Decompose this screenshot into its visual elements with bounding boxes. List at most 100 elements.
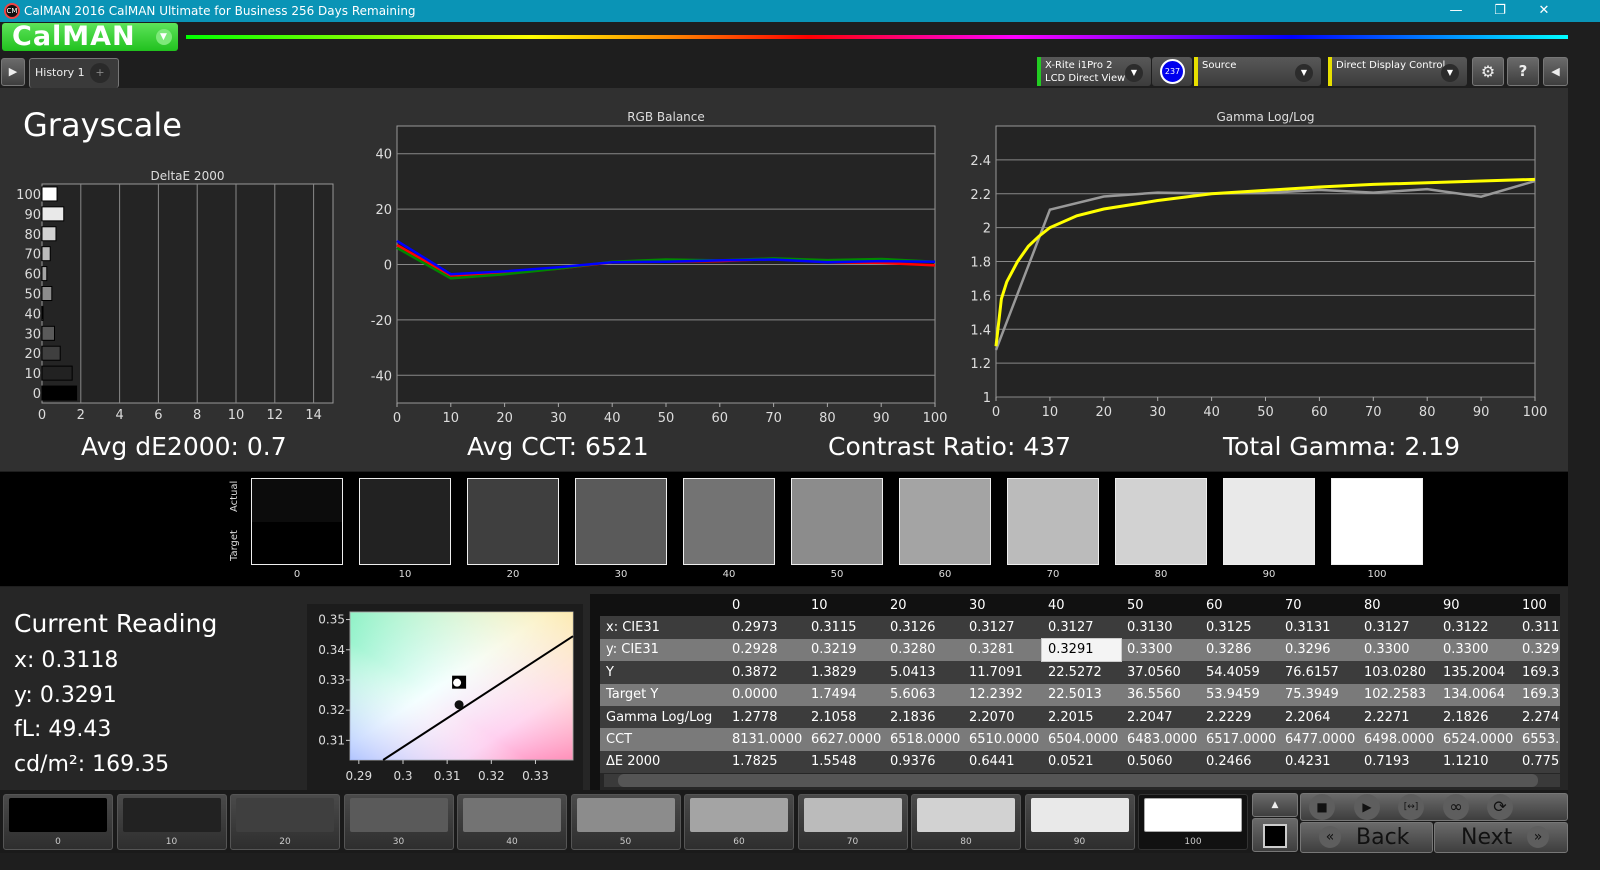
table-cell[interactable]: 0.3118 [1516, 616, 1560, 639]
next-button[interactable]: Next » [1434, 822, 1568, 853]
help-icon[interactable]: ? [1507, 57, 1539, 86]
patch-button-50[interactable]: 50 [570, 794, 681, 850]
play-icon[interactable]: ▶ [1, 58, 25, 86]
table-cell[interactable]: 0.3122 [1437, 616, 1516, 639]
table-cell[interactable]: 2.2015 [1042, 705, 1121, 729]
table-cell[interactable]: 0.3127 [1042, 616, 1121, 639]
row-label[interactable]: CCT [600, 728, 726, 751]
source-dropdown[interactable]: Source ▼ [1194, 57, 1321, 86]
patch-button-80[interactable]: 80 [911, 794, 1021, 850]
table-cell[interactable]: 0.3280 [884, 638, 963, 662]
table-cell[interactable]: 2.2749 [1516, 705, 1560, 729]
patch-button-20[interactable]: 20 [230, 794, 340, 850]
table-cell[interactable]: 6510.0000 [963, 728, 1042, 751]
table-cell[interactable]: 0.0000 [726, 683, 805, 706]
table-cell[interactable]: 0.5060 [1121, 750, 1200, 774]
table-cell[interactable]: 0.2466 [1200, 750, 1279, 774]
table-cell[interactable]: 0.3130 [1121, 616, 1200, 639]
table-cell[interactable]: 0.3126 [884, 616, 963, 639]
table-row[interactable]: ΔE 2000 1.7825 1.5548 0.9376 0.6441 0.0521 0.5… [600, 750, 1560, 774]
minimize-button[interactable]: — [1449, 3, 1463, 18]
maximize-button[interactable]: ❐ [1494, 3, 1506, 18]
table-cell[interactable]: 0.3131 [1279, 616, 1358, 639]
table-cell[interactable]: 5.6063 [884, 683, 963, 706]
row-label[interactable]: y: CIE31 [600, 638, 726, 662]
table-cell[interactable]: 0.4231 [1279, 750, 1358, 774]
table-cell[interactable]: 36.5560 [1121, 683, 1200, 706]
table-cell[interactable]: 22.5013 [1042, 683, 1121, 706]
table-cell[interactable]: 54.4059 [1200, 661, 1279, 684]
table-cell[interactable]: 0.6441 [963, 750, 1042, 774]
table-cell[interactable]: 0.3300 [1358, 638, 1437, 662]
refresh-icon[interactable]: ⟳ [1487, 794, 1513, 820]
calman-menu-button[interactable]: CalMAN ▼ [2, 23, 178, 51]
table-cell[interactable]: 0.9376 [884, 750, 963, 774]
table-cell[interactable]: 102.2583 [1358, 683, 1437, 706]
table-cell[interactable]: 0.2973 [726, 616, 805, 639]
table-cell[interactable]: 6483.0000 [1121, 728, 1200, 751]
table-cell[interactable]: 134.0064 [1437, 683, 1516, 706]
table-cell[interactable]: 2.2064 [1279, 705, 1358, 729]
display-dropdown[interactable]: Direct Display Control ▼ [1328, 57, 1467, 86]
horizontal-scrollbar[interactable] [604, 774, 1560, 787]
table-cell[interactable]: 1.5548 [805, 750, 884, 774]
back-button[interactable]: « Back [1300, 822, 1433, 853]
meter-badge-box[interactable]: 237 [1152, 57, 1192, 86]
table-cell[interactable]: 0.3300 [1437, 638, 1516, 662]
table-cell[interactable]: 0.3291 [1041, 637, 1122, 663]
collapse-icon[interactable]: ◀ [1543, 57, 1568, 86]
table-cell[interactable]: 75.3949 [1279, 683, 1358, 706]
table-cell[interactable]: 12.2392 [963, 683, 1042, 706]
table-cell[interactable]: 2.1836 [884, 705, 963, 729]
meter-dropdown[interactable]: X-Rite i1Pro 2 LCD Direct View ▼ [1037, 57, 1151, 86]
table-row[interactable]: y: CIE31 0.2928 0.3219 0.3280 0.3281 0.3291 0.… [600, 637, 1560, 663]
close-button[interactable]: ✕ [1538, 3, 1550, 18]
table-cell[interactable]: 76.6157 [1279, 661, 1358, 684]
table-cell[interactable]: 6524.0000 [1437, 728, 1516, 751]
table-row[interactable]: Target Y 0.0000 1.7494 5.6063 12.2392 22.5013… [600, 683, 1560, 706]
row-label[interactable]: ΔE 2000 [600, 750, 726, 774]
patch-button-30[interactable]: 30 [343, 794, 454, 850]
patch-button-0[interactable]: 0 [3, 794, 113, 850]
range-icon[interactable]: [↔] [1398, 794, 1424, 820]
table-cell[interactable]: 0.3115 [805, 616, 884, 639]
table-cell[interactable]: 1.3829 [805, 661, 884, 684]
table-cell[interactable]: 1.7494 [805, 683, 884, 706]
table-cell[interactable]: 6498.0000 [1358, 728, 1437, 751]
table-cell[interactable]: 0.3291 [1516, 638, 1560, 662]
table-row[interactable]: Y 0.3872 1.3829 5.0413 11.7091 22.5272 37.0560… [600, 661, 1560, 684]
table-cell[interactable]: 2.2047 [1121, 705, 1200, 729]
table-cell[interactable]: 8131.0000 [726, 728, 805, 751]
table-cell[interactable]: 2.1058 [805, 705, 884, 729]
play-icon[interactable]: ▶ [1354, 794, 1380, 820]
table-row[interactable]: Gamma Log/Log 1.2778 2.1058 2.1836 2.2070 2.2… [600, 705, 1560, 729]
stop-icon[interactable]: ■ [1309, 794, 1335, 820]
tab-history-1[interactable]: History 1 + [29, 58, 119, 88]
table-cell[interactable]: 1.2778 [726, 705, 805, 729]
table-cell[interactable]: 1.1210 [1437, 750, 1516, 774]
table-cell[interactable]: 22.5272 [1042, 661, 1121, 684]
row-label[interactable]: x: CIE31 [600, 616, 726, 639]
table-cell[interactable]: 103.0280 [1358, 661, 1437, 684]
table-cell[interactable]: 6627.0000 [805, 728, 884, 751]
table-cell[interactable]: 11.7091 [963, 661, 1042, 684]
patch-button-100[interactable]: 100 [1138, 794, 1248, 850]
row-label[interactable]: Gamma Log/Log [600, 705, 726, 729]
table-cell[interactable]: 2.2229 [1200, 705, 1279, 729]
patch-button-90[interactable]: 90 [1024, 794, 1135, 850]
table-cell[interactable]: 0.0521 [1042, 750, 1121, 774]
table-cell[interactable]: 135.2004 [1437, 661, 1516, 684]
table-cell[interactable]: 0.3281 [963, 638, 1042, 662]
table-cell[interactable]: 5.0413 [884, 661, 963, 684]
table-cell[interactable]: 0.3127 [963, 616, 1042, 639]
table-cell[interactable]: 0.2928 [726, 638, 805, 662]
table-cell[interactable]: 0.3127 [1358, 616, 1437, 639]
patch-button-70[interactable]: 70 [797, 794, 908, 850]
table-cell[interactable]: 2.2070 [963, 705, 1042, 729]
gear-icon[interactable]: ⚙ [1472, 57, 1504, 86]
stop-reading-button[interactable] [1252, 818, 1298, 852]
patch-button-40[interactable]: 40 [457, 794, 567, 850]
table-cell[interactable]: 37.0560 [1121, 661, 1200, 684]
table-cell[interactable]: 1.7825 [726, 750, 805, 774]
